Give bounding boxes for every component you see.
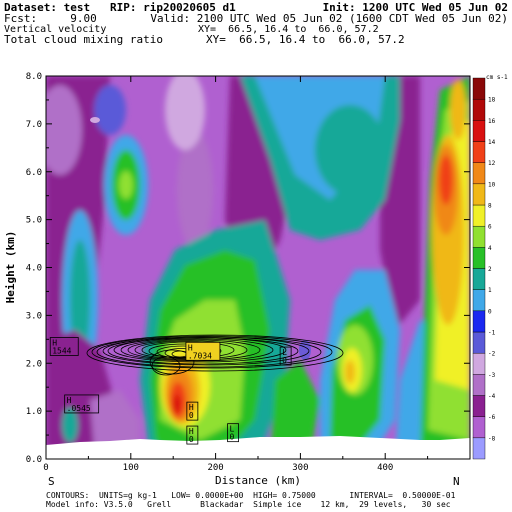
- extremum-kind: H: [189, 403, 194, 412]
- colorbar-swatch: [472, 141, 486, 163]
- y-axis-label: Height (km): [4, 231, 17, 304]
- extremum-value: .7034: [188, 351, 212, 360]
- extremum-kind: H: [188, 343, 193, 352]
- colorbar-label: 12: [488, 160, 496, 167]
- x-tick-label: 300: [292, 463, 308, 473]
- x-axis-label: Distance (km): [215, 474, 301, 487]
- colorbar-label: 4: [488, 245, 492, 252]
- y-tick-label: 6.0: [26, 168, 42, 178]
- colorbar-label: -8: [488, 435, 496, 442]
- colorbar-label: -2: [488, 351, 496, 358]
- colorbar-swatch: [472, 374, 486, 396]
- y-tick-label: 0.0: [26, 455, 42, 465]
- colorbar-swatch: [472, 98, 486, 121]
- colorbar-label: 14: [488, 139, 496, 146]
- colorbar-swatch: [472, 310, 486, 333]
- left-endpoint-label: S: [48, 475, 55, 488]
- colorbar-swatch: [472, 120, 486, 142]
- fcst-line: Fcst: 9.00: [4, 12, 97, 25]
- extremum-box: [279, 346, 292, 366]
- colorbar-label: 10: [488, 181, 496, 188]
- colorbar-swatch: [472, 77, 486, 100]
- colorbar-label: -4: [488, 393, 496, 400]
- extremum-value: .0545: [67, 404, 91, 413]
- x-tick-label: 0: [43, 463, 48, 473]
- init-line: Init: 1200 UTC Wed 05 Jun 02: [322, 1, 508, 14]
- extremum-label-H: H.0545: [64, 394, 100, 414]
- extremum-box: [186, 425, 199, 445]
- colorbar-swatch: [472, 225, 486, 248]
- extremum-value: 0: [282, 356, 287, 365]
- shaded-field: [46, 76, 470, 459]
- colorbar-label: 18: [488, 97, 496, 104]
- colorbar-swatch: [472, 416, 486, 439]
- colorbar-swatch: [472, 162, 486, 185]
- extremum-value: 0: [230, 433, 235, 442]
- x-tick-label: 100: [123, 463, 139, 473]
- extremum-kind: L: [230, 425, 235, 434]
- colorbar-swatch: [472, 204, 486, 227]
- extremum-value: 0: [189, 435, 194, 444]
- right-endpoint-label: N: [453, 475, 460, 488]
- colorbar-swatch: [472, 183, 486, 206]
- colorbar-label: -3: [488, 372, 496, 379]
- colorbar-label: -1: [488, 330, 496, 337]
- colorbar-swatch: [472, 352, 486, 375]
- colorbar-swatch: [472, 437, 486, 460]
- extremum-label-L: L0: [279, 346, 292, 366]
- y-tick-label: 4.0: [26, 264, 42, 274]
- contours-line: CONTOURS: UNITS=g kg-1 LOW= 0.0000E+00 H…: [46, 491, 456, 500]
- y-tick-label: 1.0: [26, 407, 42, 417]
- colorbar-label: 2: [488, 266, 492, 273]
- extremum-kind: H: [189, 427, 194, 436]
- field1-line: Vertical velocity: [4, 24, 107, 35]
- y-tick-label: 7.0: [26, 120, 42, 130]
- colorbar-unit: cm s-1: [486, 74, 508, 81]
- extremum-box: [186, 401, 199, 421]
- extremum-kind: H: [67, 396, 72, 405]
- extremum-value: 1544: [52, 346, 71, 355]
- extremum-box: [64, 394, 100, 414]
- extremum-box: [185, 341, 221, 361]
- colorbar-label: 0: [488, 308, 492, 315]
- extremum-kind: H: [52, 338, 57, 347]
- colorbar-label: -6: [488, 414, 496, 421]
- extremum-label-H: H0: [186, 401, 199, 421]
- colorbar-swatch: [472, 331, 486, 354]
- extremum-label-L: L0: [227, 423, 239, 443]
- colorbar-label: 6: [488, 224, 492, 231]
- xy1-line: XY= 66.5, 16.4 to 66.0, 57.2: [198, 24, 379, 35]
- y-tick-label: 5.0: [26, 216, 42, 226]
- extremum-box: [227, 423, 239, 443]
- valid-line: Valid: 2100 UTC Wed 05 Jun 02 (1600 CDT …: [150, 12, 508, 25]
- colorbar-swatch: [472, 247, 486, 269]
- extremum-value: 0: [189, 411, 194, 420]
- model-line: Model info: V3.5.0 Grell Blackadar Simpl…: [46, 500, 451, 509]
- extremum-box: [49, 337, 79, 356]
- y-tick-label: 8.0: [26, 72, 42, 82]
- xy2-line: XY= 66.5, 16.4 to 66.0, 57.2: [206, 33, 405, 46]
- extremum-kind: L: [282, 348, 287, 357]
- x-tick-label: 200: [207, 463, 223, 473]
- y-tick-label: 3.0: [26, 311, 42, 321]
- colorbar-label: 1: [488, 287, 492, 294]
- field2-line: Total cloud mixing ratio: [4, 33, 163, 46]
- colorbar-label: 16: [488, 118, 496, 125]
- y-tick-label: 2.0: [26, 359, 42, 369]
- axes: 0 100 200 300 400 0.0 1.0 2.0 3.0 4.0 5.0 6.0 7.0 8.0: [26, 72, 470, 473]
- extremum-label-H: H.7034: [185, 341, 221, 361]
- x-tick-label: 400: [377, 463, 393, 473]
- colorbar-swatch: [472, 289, 486, 312]
- extremum-label-H: H0: [186, 425, 199, 445]
- colorbar-label: 8: [488, 203, 492, 210]
- colorbar-swatch: [472, 395, 486, 417]
- colorbar-swatch: [472, 268, 486, 290]
- dataset-line: Dataset: test RIP: rip20020605 d1: [4, 1, 236, 14]
- terrain: [46, 436, 470, 459]
